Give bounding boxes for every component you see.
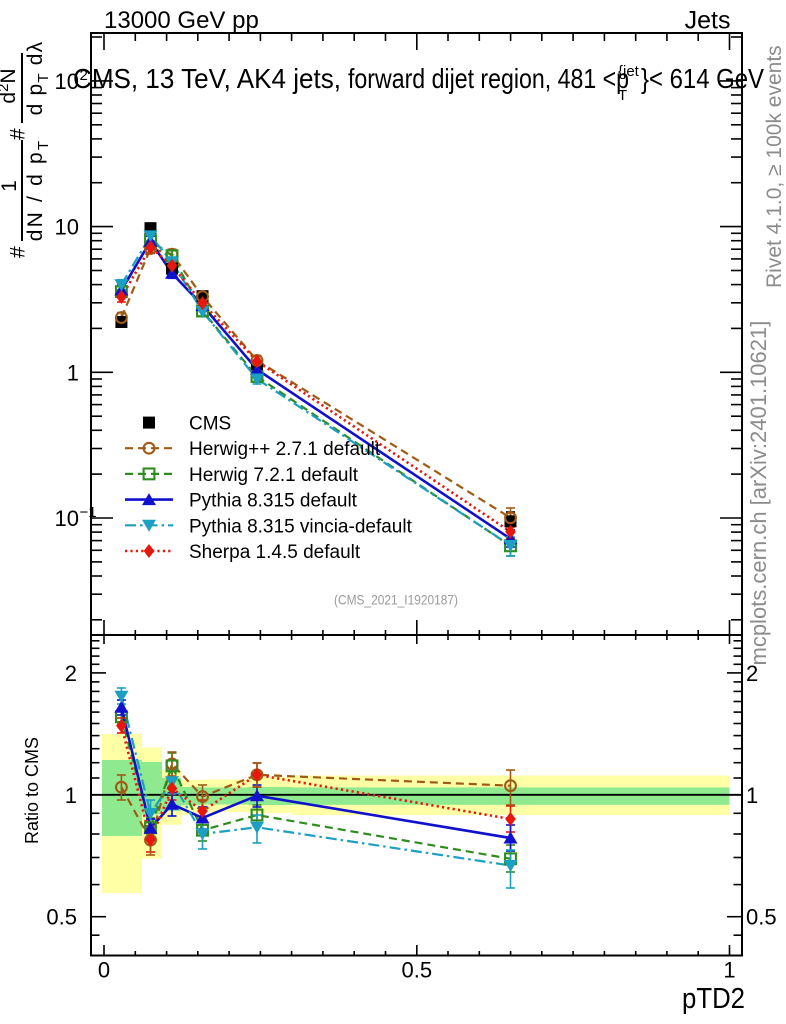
svg-text:1: 1	[723, 958, 735, 983]
svg-text:1: 1	[746, 783, 758, 808]
svg-text:13000 GeV pp: 13000 GeV pp	[104, 7, 259, 34]
svg-text:Pythia 8.315 vincia-default: Pythia 8.315 vincia-default	[189, 516, 413, 537]
svg-text:CMS, 13 TeV, AK4 jets,: CMS, 13 TeV, AK4 jets,	[73, 63, 341, 94]
svg-text:mcplots.cern.ch [arXiv:2401.10: mcplots.cern.ch [arXiv:2401.10621]	[746, 321, 771, 666]
svg-text:0.5: 0.5	[402, 958, 433, 983]
svg-text:2: 2	[746, 661, 758, 686]
svg-text:10: 10	[55, 215, 79, 240]
svg-text:1: 1	[0, 180, 21, 192]
svg-text:Herwig++ 2.7.1 default: Herwig++ 2.7.1 default	[189, 439, 381, 460]
svg-text:Pythia 8.315 default: Pythia 8.315 default	[189, 491, 358, 512]
svg-text:T: T	[618, 87, 627, 104]
svg-text:Ratio to CMS: Ratio to CMS	[22, 737, 42, 844]
svg-text:1: 1	[65, 783, 77, 808]
svg-text:10: 10	[55, 69, 79, 94]
svg-text:pTD2: pTD2	[682, 983, 745, 1015]
svg-text:Rivet 4.1.0, ≥ 100k events: Rivet 4.1.0, ≥ 100k events	[763, 45, 786, 288]
svg-text:Herwig 7.2.1 default: Herwig 7.2.1 default	[189, 465, 359, 486]
svg-text:d2N: d2N	[0, 68, 20, 103]
svg-text:2: 2	[80, 67, 88, 84]
svg-text:0.5: 0.5	[746, 905, 777, 930]
svg-text:{jet: {jet	[618, 63, 640, 80]
svg-text:0: 0	[98, 958, 110, 983]
svg-text:(CMS_2021_I1920187): (CMS_2021_I1920187)	[334, 593, 458, 608]
svg-text:}< 614 GeV: }< 614 GeV	[641, 63, 764, 94]
svg-text:#: #	[7, 128, 30, 140]
svg-text:CMS: CMS	[189, 414, 231, 435]
svg-text:−1: −1	[80, 504, 97, 521]
svg-text:1: 1	[67, 360, 79, 385]
svg-text:Sherpa 1.4.5 default: Sherpa 1.4.5 default	[189, 542, 361, 563]
svg-text:#: #	[7, 246, 30, 258]
svg-text:2: 2	[65, 661, 77, 686]
svg-text:0.5: 0.5	[46, 905, 77, 930]
svg-text:Jets: Jets	[685, 7, 731, 35]
svg-text:forward dijet region, 481 <p: forward dijet region, 481 <p	[348, 63, 629, 94]
svg-text:10: 10	[55, 506, 79, 531]
